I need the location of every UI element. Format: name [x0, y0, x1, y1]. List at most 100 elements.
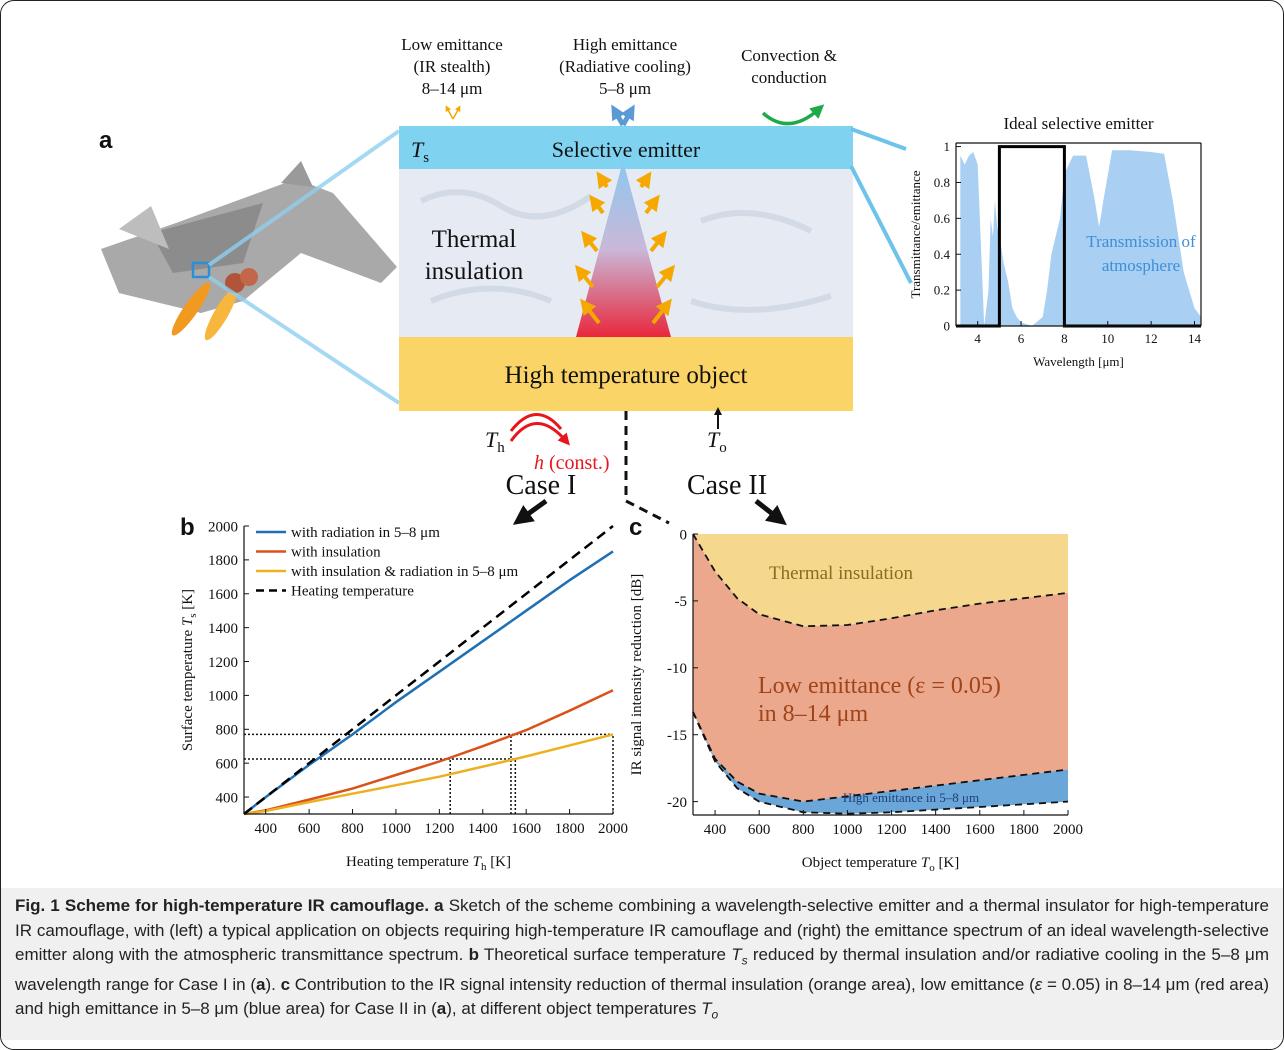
- y-tick-label: 0.4: [934, 247, 951, 262]
- y-tick-label: 1600: [208, 587, 238, 603]
- x-tick-label: 1600: [511, 821, 541, 837]
- caption-run: ).: [265, 975, 275, 994]
- y-tick-label: 0: [944, 319, 951, 334]
- y-tick-label: -20: [667, 795, 687, 811]
- unit: [K]: [490, 854, 511, 870]
- caption-run: Contribution to the IR signal intensity …: [290, 975, 1035, 994]
- case-label: Case I: [506, 470, 577, 501]
- airplane-illustration: [101, 131, 399, 403]
- subscript: h: [497, 440, 505, 456]
- unit: [K]: [938, 855, 959, 871]
- panel-label: c: [629, 514, 642, 541]
- x-tick-label: 2000: [598, 821, 628, 837]
- x-tick-label: 1200: [877, 822, 907, 838]
- y-tick-label: 0.8: [934, 175, 950, 190]
- x-axis-label: Heating temperature Th [K]: [346, 854, 511, 874]
- x-tick-label: 1800: [1009, 822, 1039, 838]
- label-text: Object temperature: [802, 855, 918, 871]
- x-tick-label: 1200: [424, 821, 454, 837]
- annotation: atmosphere: [1102, 256, 1180, 275]
- y-tick-label: 1800: [208, 553, 238, 569]
- layer-label: Thermal: [432, 226, 517, 253]
- panel-label: b: [180, 514, 195, 541]
- y-tick-label: 600: [216, 756, 239, 772]
- x-tick-label: 1800: [555, 821, 585, 837]
- y-tick-label: 2000: [208, 519, 238, 535]
- x-tick-label: 1400: [468, 821, 498, 837]
- y-tick-label: -10: [667, 661, 687, 677]
- caption: Fig. 1 Scheme for high-temperature IR ca…: [1, 888, 1283, 1040]
- unit: [K]: [180, 589, 196, 610]
- x-tick-label: 4: [974, 331, 981, 346]
- legend-label: with insulation & radiation in 5–8 μm: [291, 564, 519, 580]
- x-tick-label: 12: [1145, 331, 1158, 346]
- emission-label: High emittance: [573, 35, 677, 54]
- emission-arrows: [447, 108, 819, 125]
- caption-run: T: [731, 945, 741, 964]
- layer-label: High temperature object: [505, 362, 748, 389]
- x-tick-label: 400: [254, 821, 277, 837]
- emission-label: 8–14 μm: [422, 79, 483, 98]
- chart-title: Ideal selective emitter: [1003, 114, 1153, 133]
- y-tick-label: -15: [667, 728, 687, 744]
- emission-label: (IR stealth): [414, 57, 491, 76]
- caption-run: b: [463, 945, 479, 964]
- x-axis-label: Object temperature To [K]: [802, 855, 960, 875]
- y-axis-label: Transmittance/emittance: [908, 170, 923, 298]
- y-tick-label: 400: [216, 790, 239, 806]
- figure: a Low emittance (IR stealth) 8–14 μm Hig…: [0, 0, 1284, 1050]
- subscript: o: [929, 862, 935, 874]
- caption-run: a: [437, 999, 446, 1018]
- x-tick-label: 400: [704, 822, 727, 838]
- layer-label: insulation: [425, 258, 524, 285]
- case-label: Case II: [687, 470, 767, 501]
- legend-label: with insulation: [291, 545, 381, 561]
- subscript: h: [481, 861, 487, 873]
- caption-run: c: [276, 975, 290, 994]
- y-axis-label: IR signal intensity reduction [dB]: [629, 574, 645, 776]
- label-text: Heating temperature: [346, 854, 469, 870]
- legend-label: Heating temperature: [291, 584, 414, 600]
- caption-run: Fig. 1 Scheme for high-temperature IR ca…: [15, 896, 429, 915]
- annotation: Transmission of: [1086, 232, 1196, 251]
- x-tick-label: 600: [298, 821, 321, 837]
- x-tick-label: 2000: [1053, 822, 1083, 838]
- region-label: Low emittance (ε = 0.05): [758, 673, 1001, 699]
- caption-run: ), at different object temperatures: [446, 999, 701, 1018]
- x-tick-label: 6: [1018, 331, 1025, 346]
- y-tick-label: 1: [944, 139, 951, 154]
- temperature-symbol: Th: [485, 427, 505, 456]
- y-tick-label: 800: [216, 723, 239, 739]
- y-tick-label: 0: [680, 527, 688, 543]
- x-tick-label: 1400: [921, 822, 951, 838]
- label-text: Surface temperature: [180, 630, 196, 752]
- x-tick-label: 800: [341, 821, 364, 837]
- x-tick-label: 14: [1188, 331, 1202, 346]
- subscript: o: [719, 440, 727, 456]
- caption-run: Theoretical surface temperature: [479, 945, 731, 964]
- x-tick-label: 10: [1101, 331, 1114, 346]
- x-tick-label: 8: [1061, 331, 1068, 346]
- legend-label: with radiation in 5–8 μm: [291, 525, 440, 541]
- x-tick-label: 1000: [832, 822, 862, 838]
- convection-label: Convection &: [741, 46, 837, 65]
- zoom-line: [851, 129, 906, 149]
- region-label: Thermal insulation: [769, 563, 914, 584]
- emission-label: Low emittance: [401, 35, 503, 54]
- y-tick-label: 0.2: [934, 283, 950, 298]
- x-tick-label: 1600: [965, 822, 995, 838]
- panel-label: a: [99, 127, 113, 154]
- y-tick-label: 1400: [208, 621, 238, 637]
- emission-label: (Radiative cooling): [559, 57, 691, 76]
- subscript: s: [187, 614, 199, 618]
- layer-label: Selective emitter: [552, 137, 701, 162]
- y-tick-label: 1200: [208, 655, 238, 671]
- emission-label: 5–8 μm: [599, 79, 651, 98]
- x-tick-label: 1000: [381, 821, 411, 837]
- zoom-line: [851, 166, 911, 283]
- caption-run: a: [429, 896, 444, 915]
- line: [244, 690, 613, 814]
- figure-graphic: a Low emittance (IR stealth) 8–14 μm Hig…: [1, 1, 1283, 886]
- caption-run: o: [711, 1008, 718, 1022]
- y-axis-label: Surface temperature Ts [K]: [180, 589, 200, 751]
